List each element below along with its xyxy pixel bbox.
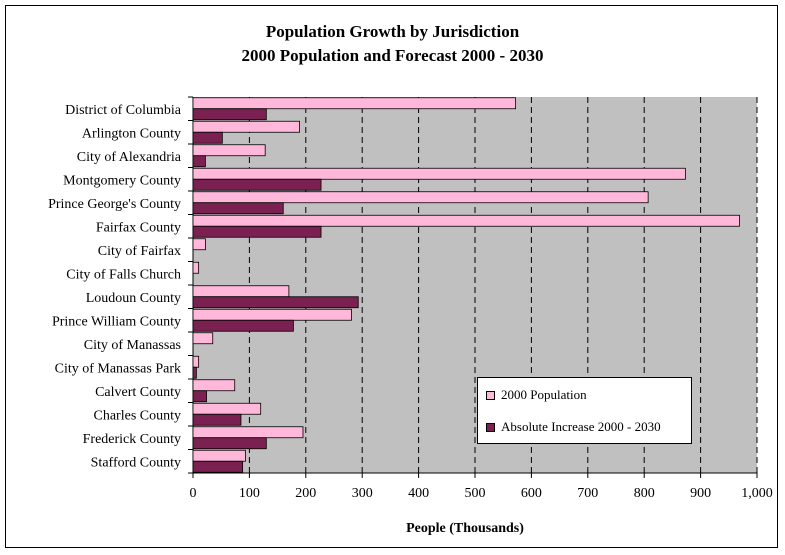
legend-item-increase: Absolute Increase 2000 - 2030 [486, 419, 661, 435]
bar-population [192, 120, 300, 133]
bar-increase [192, 390, 207, 403]
bar-population [192, 308, 352, 321]
chart-subtitle: 2000 Population and Forecast 2000 - 2030 [241, 46, 544, 65]
x-tick-label: 600 [521, 486, 542, 501]
bar-increase [192, 178, 322, 191]
bar-population [192, 332, 214, 345]
bar-population [192, 238, 206, 251]
bar-population [192, 261, 200, 274]
bar-increase [192, 225, 322, 238]
category-label: City of Falls Church [66, 267, 181, 282]
legend-swatch-population [486, 390, 495, 400]
category-label: Fairfax County [96, 220, 181, 235]
category-label: Charles County [94, 408, 182, 423]
x-axis-title: People (Thousands) [406, 521, 524, 536]
category-label: City of Manassas [84, 338, 181, 353]
x-tick-label: 100 [239, 486, 260, 501]
x-tick-label: 1,000 [741, 486, 773, 501]
category-label: Stafford County [91, 455, 181, 470]
category-label: Arlington County [82, 126, 181, 141]
legend-label-increase: Absolute Increase 2000 - 2030 [501, 419, 661, 434]
bar-increase [192, 296, 359, 309]
bar-increase [192, 460, 244, 473]
category-label: City of Fairfax [98, 244, 181, 259]
bar-population [192, 426, 304, 439]
bar-population [192, 449, 246, 462]
bar-population [192, 285, 290, 298]
bar-population [192, 402, 262, 415]
category-label: Loudoun County [86, 291, 181, 306]
bar-population [192, 379, 236, 392]
x-tick-label: 400 [408, 486, 429, 501]
legend-item-population: 2000 Population [486, 387, 587, 403]
x-tick-label: 800 [634, 486, 655, 501]
legend: 2000 Population Absolute Increase 2000 -… [477, 377, 692, 444]
x-tick-label: 900 [690, 486, 711, 501]
bar-increase [192, 319, 294, 332]
x-tick-label: 200 [295, 486, 316, 501]
x-tick-label: 500 [465, 486, 486, 501]
legend-label-population: 2000 Population [501, 387, 587, 402]
category-label: Montgomery County [63, 173, 181, 188]
category-label: City of Manassas Park [55, 361, 181, 376]
bar-increase [192, 366, 197, 379]
bar-increase [192, 131, 223, 144]
bar-population [192, 144, 266, 157]
category-label: District of Columbia [65, 103, 182, 118]
bar-population [192, 355, 200, 368]
x-tick-label: 300 [352, 486, 373, 501]
legend-swatch-increase [486, 422, 495, 432]
category-label: City of Alexandria [77, 150, 182, 165]
x-tick-label: 0 [190, 486, 197, 501]
category-label: Prince George's County [48, 197, 181, 212]
bar-increase [192, 155, 206, 168]
chart-title: Population Growth by Jurisdiction [265, 22, 520, 41]
bar-population [192, 214, 740, 227]
bar-population [192, 167, 686, 180]
x-tick-label: 700 [577, 486, 598, 501]
bar-increase [192, 202, 284, 215]
bar-population [192, 97, 517, 110]
category-label: Prince William County [52, 314, 181, 329]
bar-increase [192, 108, 267, 121]
bar-increase [192, 437, 267, 450]
category-label: Calvert County [95, 385, 181, 400]
category-label: Frederick County [83, 432, 181, 447]
bar-population [192, 191, 649, 204]
bar-increase [192, 413, 242, 426]
